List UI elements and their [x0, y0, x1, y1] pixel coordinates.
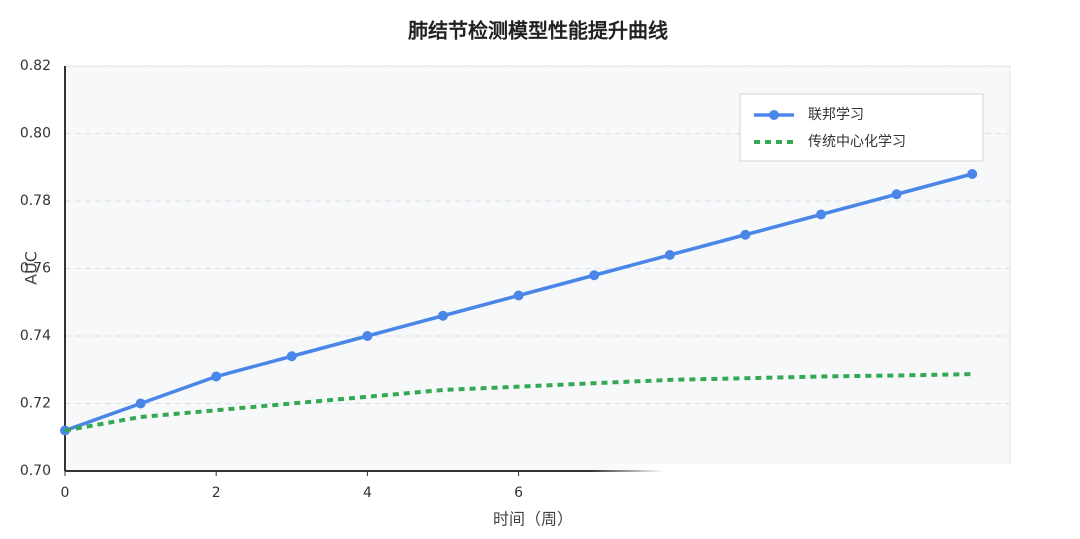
point	[135, 398, 146, 409]
y-tick-label: 0.80	[20, 126, 51, 142]
y-tick-label: 0.74	[20, 328, 51, 344]
x-tick-label: 6	[514, 485, 523, 501]
y-tick-label: 0.72	[20, 396, 51, 412]
series-line	[64, 372, 973, 433]
point	[589, 270, 600, 281]
point	[438, 310, 448, 321]
y-tick-label: 0.70	[20, 463, 51, 479]
legend-label: 传统中心化学习	[808, 134, 906, 150]
point	[362, 331, 373, 341]
point	[891, 189, 902, 200]
y-tick-label: 0.82	[20, 58, 51, 74]
point	[967, 169, 978, 179]
point	[740, 229, 751, 240]
point	[664, 250, 675, 260]
legend-label: 联邦学习	[808, 107, 864, 123]
y-tick-label: 0.76	[20, 261, 51, 277]
x-tick-label: 0	[61, 485, 70, 501]
fade-overlay	[590, 464, 1080, 539]
y-axis-title: AUC	[22, 251, 41, 285]
legend-box	[739, 93, 984, 162]
y-tick-label: 0.78	[20, 193, 51, 209]
point	[286, 351, 297, 362]
x-tick-label: 4	[363, 485, 372, 501]
x-tick-label: 2	[212, 485, 221, 501]
point	[816, 209, 826, 220]
x-axis-title: 时间（周）	[493, 510, 573, 529]
legend-marker	[769, 110, 779, 120]
chart-title: 肺结节检测模型性能提升曲线	[408, 19, 668, 43]
point	[211, 371, 222, 382]
point	[513, 290, 524, 301]
